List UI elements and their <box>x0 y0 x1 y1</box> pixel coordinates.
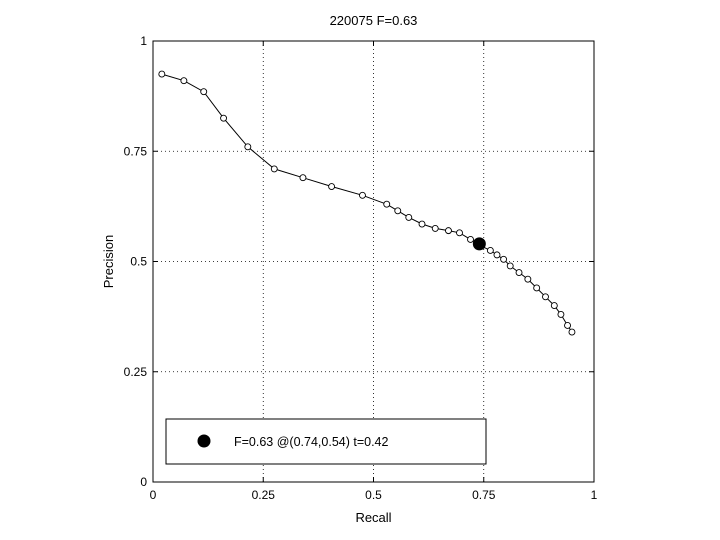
x-tick-label: 1 <box>591 488 598 502</box>
pr-point <box>445 227 452 235</box>
legend: F=0.63 @(0.74,0.54) t=0.42 <box>165 418 487 465</box>
pr-point <box>550 302 558 310</box>
pr-point <box>486 247 494 254</box>
pr-point <box>158 70 166 78</box>
pr-curve-markers <box>158 70 576 336</box>
best-f-point <box>472 237 486 251</box>
pr-point <box>456 229 463 237</box>
pr-point <box>515 269 523 276</box>
pr-point <box>328 183 336 190</box>
y-axis-label: Precision <box>101 235 116 288</box>
pr-point <box>394 207 402 215</box>
pr-point <box>493 251 501 259</box>
pr-curve <box>161 73 573 333</box>
pr-point <box>418 220 426 228</box>
y-tick-label: 0 <box>140 475 147 489</box>
pr-point <box>359 191 366 199</box>
pr-point <box>524 275 532 283</box>
pr-point <box>244 143 252 151</box>
pr-point <box>299 174 307 182</box>
pr-point <box>564 321 571 329</box>
pr-point <box>533 284 541 292</box>
x-axis-label: Recall <box>355 510 391 525</box>
grid-lines <box>153 41 594 482</box>
pr-point <box>383 200 391 208</box>
pr-curve-line <box>161 73 573 333</box>
chart-title: 220075 F=0.63 <box>330 13 418 28</box>
x-tick-label: 0.25 <box>252 488 276 502</box>
axis-ticks: 0 0.25 0.5 0.75 1 0 0.25 0.5 0.75 1 <box>124 34 598 502</box>
legend-entry-label: F=0.63 @(0.74,0.54) t=0.42 <box>234 435 389 449</box>
pr-point <box>568 328 576 336</box>
x-tick-label: 0 <box>150 488 157 502</box>
legend-box <box>165 418 487 465</box>
x-tick-label: 0.5 <box>365 488 382 502</box>
pr-point <box>431 224 439 232</box>
pr-point <box>405 213 413 221</box>
x-tick-label: 0.75 <box>472 488 496 502</box>
pr-point <box>270 165 278 173</box>
pr-point <box>506 262 514 270</box>
y-tick-label: 0.25 <box>124 365 148 379</box>
y-tick-label: 1 <box>140 34 147 48</box>
pr-point <box>542 293 549 301</box>
pr-point <box>467 235 474 243</box>
pr-point <box>200 88 208 96</box>
pr-point <box>220 114 228 122</box>
pr-point <box>500 255 508 263</box>
legend-marker <box>197 434 211 448</box>
best-f-marker <box>472 237 486 251</box>
pr-point <box>557 310 565 318</box>
pr-point <box>180 77 188 85</box>
y-tick-label: 0.75 <box>124 144 148 158</box>
y-tick-label: 0.5 <box>130 255 147 269</box>
